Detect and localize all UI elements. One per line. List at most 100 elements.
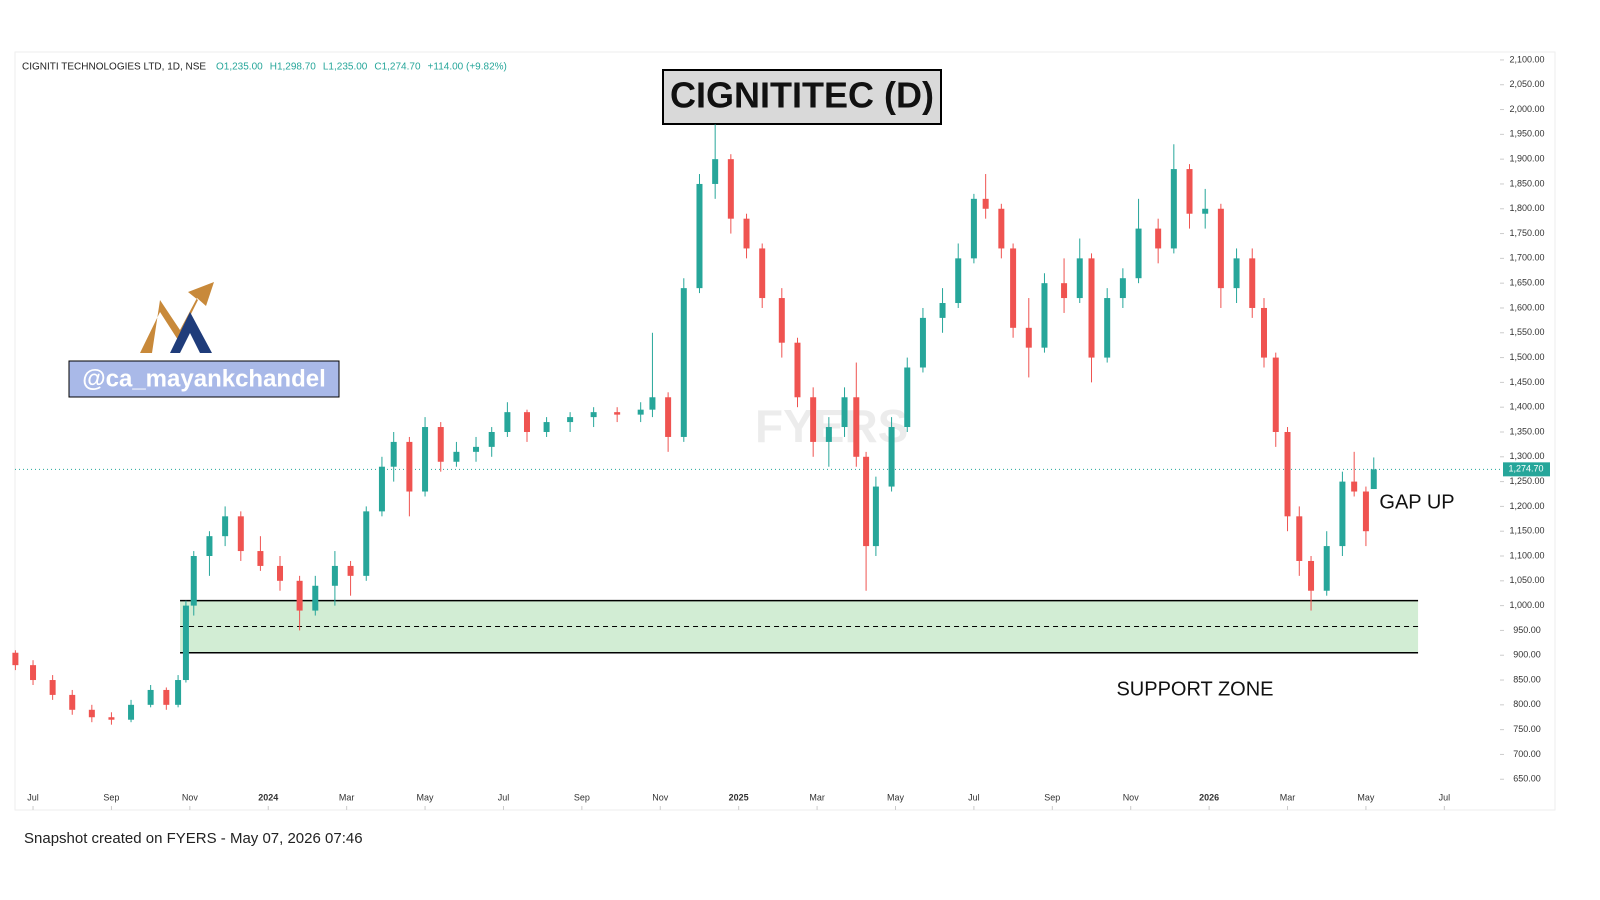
y-tick-label: 1,500.00: [1509, 352, 1544, 362]
candle-body: [163, 689, 170, 705]
candle-body: [1025, 327, 1032, 348]
candle-body: [1010, 248, 1017, 328]
candle-body: [1362, 491, 1369, 532]
candle-body: [190, 556, 197, 606]
x-tick-label: Jul: [27, 792, 39, 802]
x-tick-label: Jul: [1439, 792, 1451, 802]
candle-body: [69, 694, 76, 710]
candle-body: [147, 689, 154, 705]
x-tick-label: May: [1357, 792, 1375, 802]
x-tick-label: 2026: [1199, 792, 1219, 802]
candle-body: [665, 397, 672, 437]
candle-body: [406, 441, 413, 492]
annotation: GAP UP: [1379, 491, 1454, 513]
logo-arrow: [140, 282, 214, 353]
x-tick-label: May: [417, 792, 435, 802]
y-tick-label: 1,200.00: [1509, 501, 1544, 511]
x-tick-label: 2024: [258, 792, 278, 802]
y-tick-label: 650.00: [1513, 774, 1541, 784]
last-price-tag: [1503, 462, 1550, 477]
y-tick-label: 750.00: [1513, 724, 1541, 734]
candle-body: [88, 709, 95, 718]
candle-body: [378, 466, 385, 512]
candle-body: [237, 516, 244, 552]
support-zone: [180, 600, 1419, 653]
candle-body: [1233, 258, 1240, 289]
candle-body: [955, 258, 962, 304]
y-tick-label: 1,800.00: [1509, 203, 1544, 213]
x-tick-label: Sep: [103, 792, 119, 802]
x-tick-label: Sep: [1044, 792, 1060, 802]
candle-body: [296, 580, 303, 611]
x-tick-label: 2025: [729, 792, 749, 802]
y-tick-label: 1,100.00: [1509, 550, 1544, 560]
watermark-handle: @ca_mayankchandel: [82, 365, 326, 392]
candle-body: [437, 427, 444, 462]
candle-body: [30, 665, 37, 681]
y-tick-label: 700.00: [1513, 749, 1541, 759]
candle-body: [998, 208, 1005, 249]
y-tick-label: 1,250.00: [1509, 476, 1544, 486]
candle-body: [1351, 481, 1358, 492]
ohlc-info: O1,235.00 H1,298.70 L1,235.00 C1,274.70 +114…: [216, 62, 507, 73]
candle-body: [919, 317, 926, 368]
y-tick-label: 1,750.00: [1509, 228, 1544, 238]
candle-body: [12, 652, 19, 666]
candle-body: [1170, 169, 1177, 249]
x-tick-label: Mar: [339, 792, 355, 802]
logo: [140, 282, 214, 353]
candle-body: [982, 198, 989, 209]
candle-body: [759, 248, 766, 299]
candle-body: [680, 288, 687, 437]
candle-body: [590, 412, 597, 418]
chart-title: CIGNITITEC (D): [670, 75, 934, 116]
candle-body: [1186, 169, 1193, 214]
candle-body: [206, 536, 213, 557]
candle-body: [1041, 283, 1048, 348]
y-tick-label: 2,100.00: [1509, 54, 1544, 64]
candle-body: [853, 397, 860, 457]
symbol-info: CIGNITI TECHNOLOGIES LTD, 1D, NSE: [22, 62, 206, 73]
y-tick-label: 1,600.00: [1509, 302, 1544, 312]
x-tick-label: Sep: [574, 792, 590, 802]
x-tick-label: Jul: [968, 792, 980, 802]
x-tick-label: Nov: [1123, 792, 1140, 802]
y-tick-label: 1,150.00: [1509, 526, 1544, 536]
candle-body: [1135, 228, 1142, 279]
candle-body: [175, 680, 182, 705]
chart-frame: [14, 51, 1556, 811]
candle-body: [128, 704, 135, 720]
ohlc-value: L1,235.00: [323, 62, 368, 73]
x-tick-label: Jul: [498, 792, 510, 802]
candle-body: [182, 605, 189, 681]
y-tick-label: 1,300.00: [1509, 451, 1544, 461]
candle-body: [108, 717, 115, 720]
title-box: [662, 69, 942, 125]
candle-body: [794, 342, 801, 398]
candle-body: [888, 427, 895, 487]
x-tick-label: Nov: [652, 792, 669, 802]
candle-body: [488, 431, 495, 447]
y-tick-label: 1,450.00: [1509, 377, 1544, 387]
y-tick-label: 1,000.00: [1509, 600, 1544, 610]
y-tick-label: 1,400.00: [1509, 402, 1544, 412]
candle-body: [727, 159, 734, 219]
candle-body: [863, 456, 870, 547]
handle-box: [68, 360, 340, 398]
candle-body: [543, 422, 550, 432]
candle-body: [331, 565, 338, 586]
candle-body: [1370, 469, 1377, 490]
candle-body: [504, 412, 511, 432]
candle-body: [453, 451, 460, 462]
candle-body: [1076, 258, 1083, 299]
candle-body: [841, 397, 848, 428]
x-tick-label: Mar: [1280, 792, 1296, 802]
y-tick-label: 1,950.00: [1509, 129, 1544, 139]
candle-body: [1155, 228, 1162, 249]
zone-label: SUPPORT ZONE: [1116, 678, 1273, 700]
candle-body: [872, 486, 879, 547]
y-tick-label: 1,350.00: [1509, 426, 1544, 436]
candle-body: [649, 397, 656, 410]
ohlc-value: +114.00 (+9.82%): [428, 62, 507, 73]
